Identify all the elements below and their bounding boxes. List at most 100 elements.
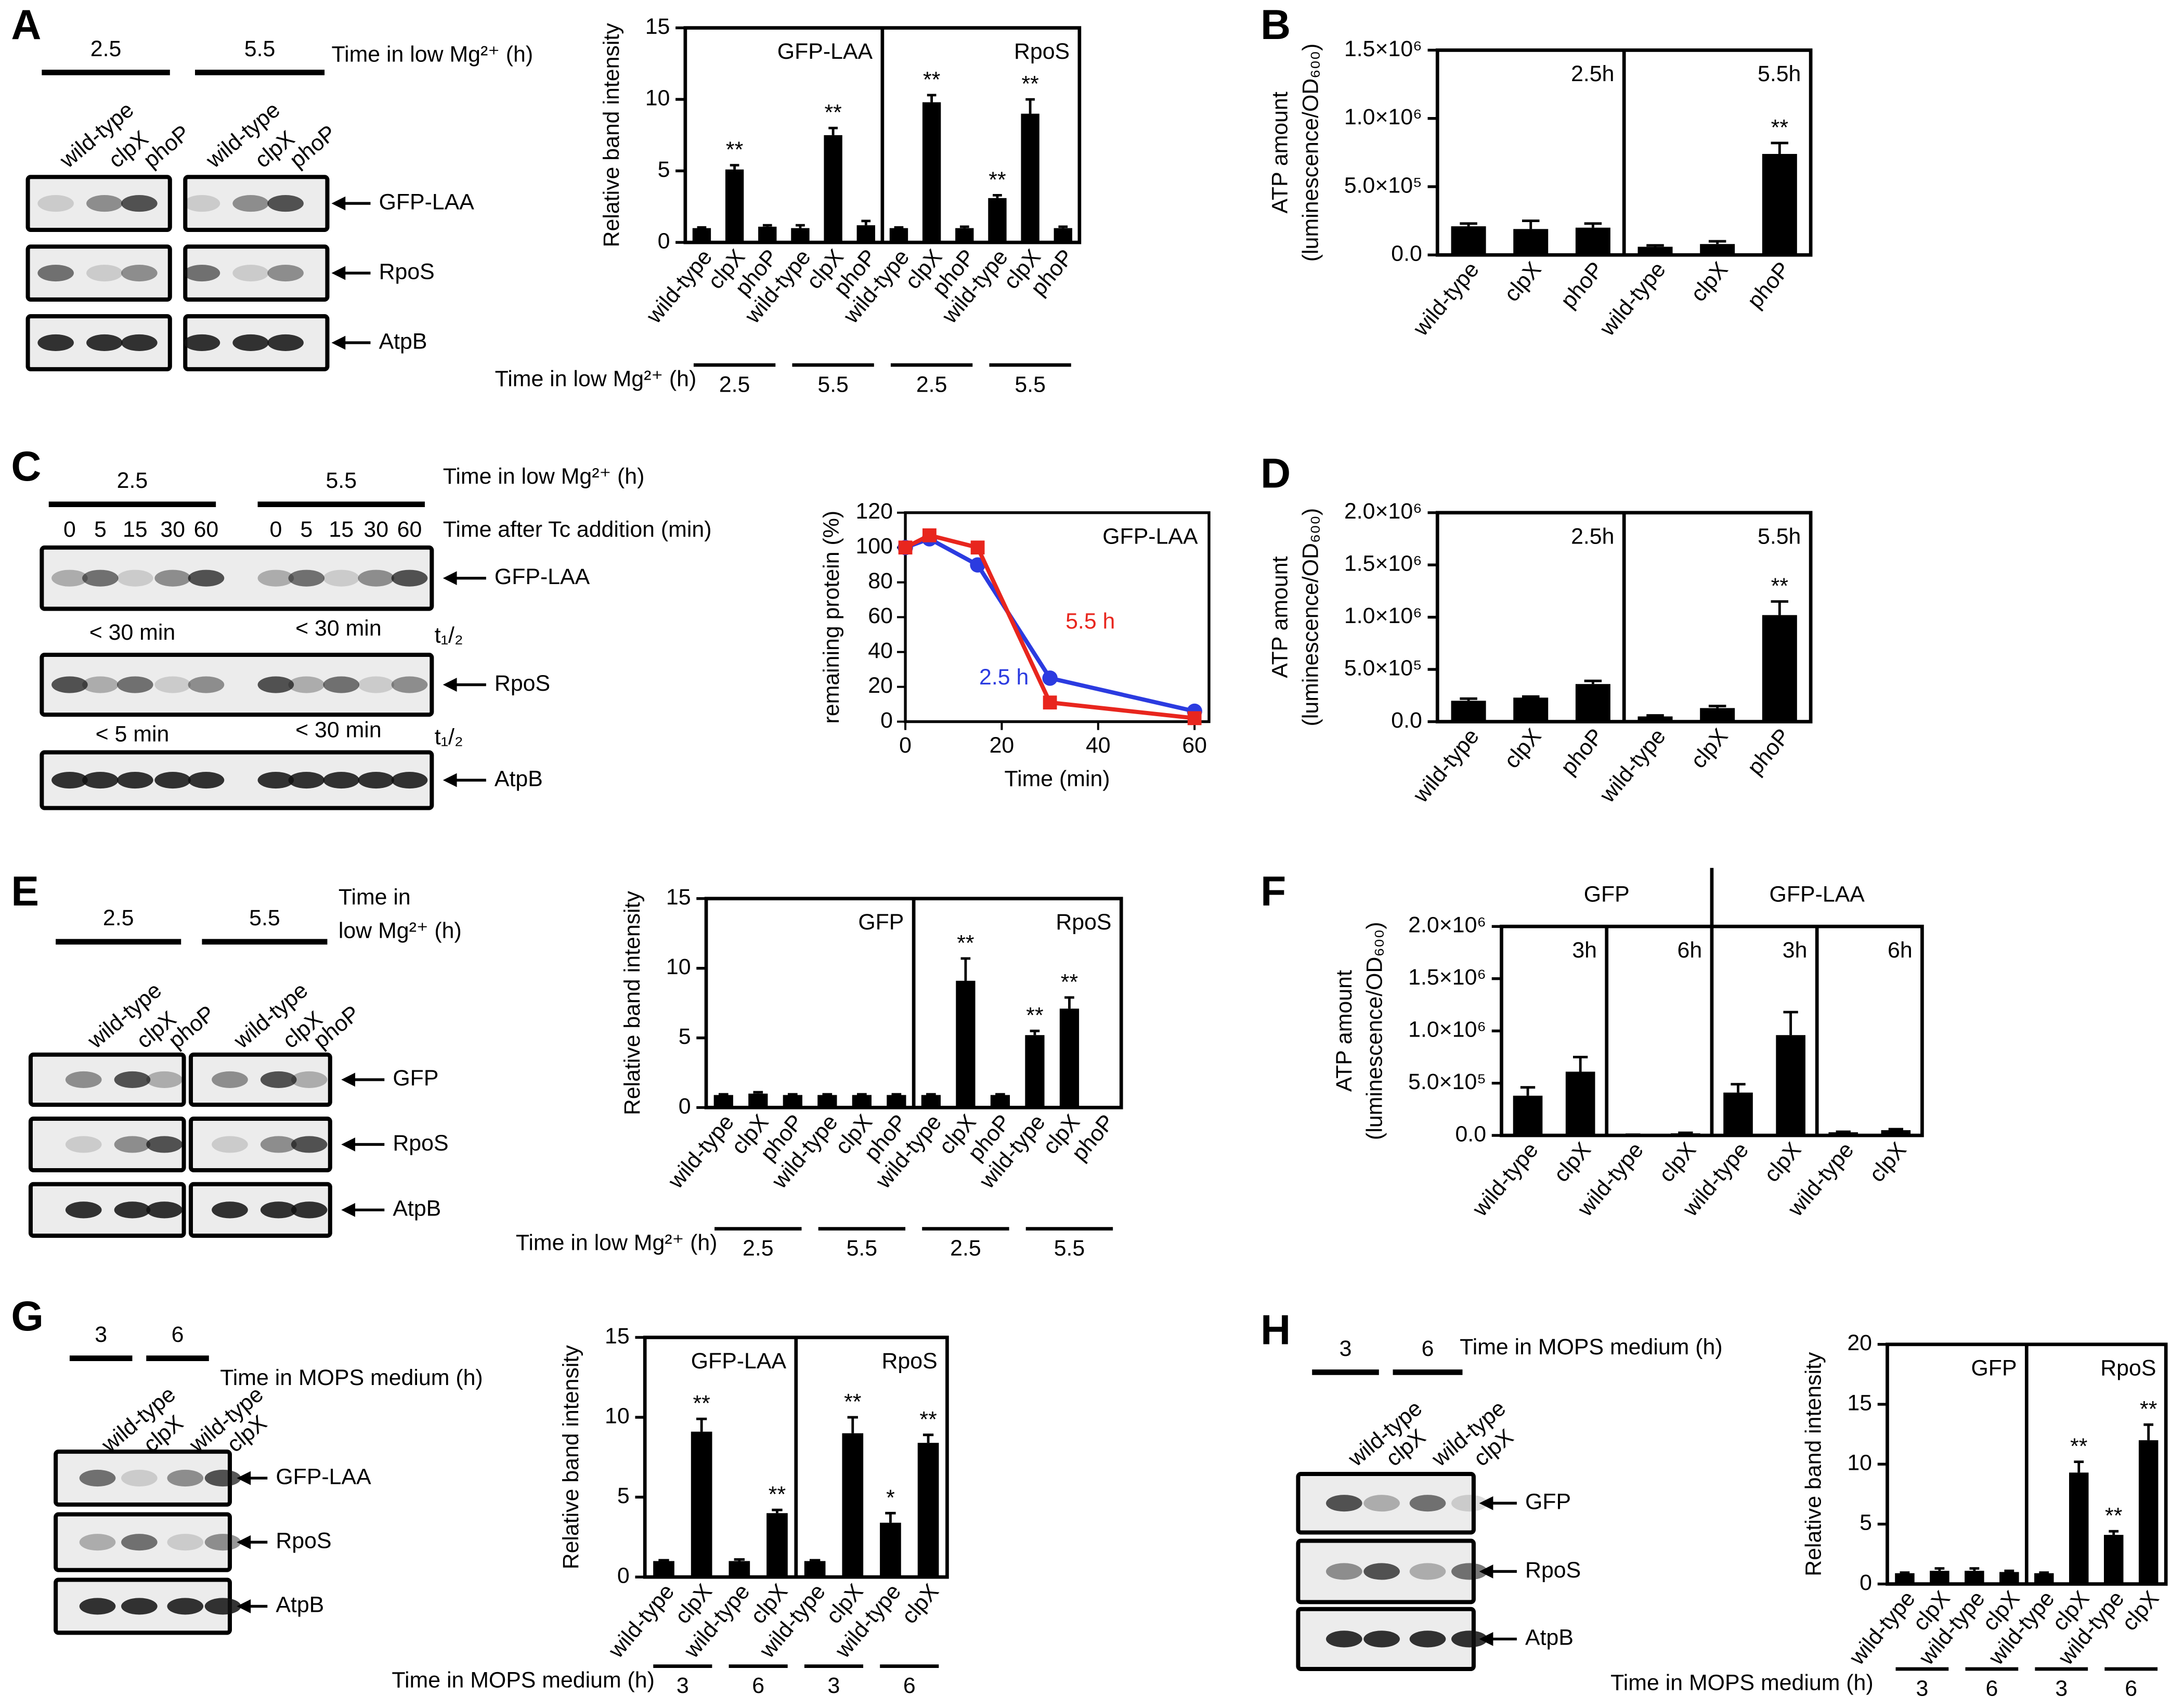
x-group-title: Time in low Mg²⁺ (h) <box>495 367 697 392</box>
bar <box>1762 153 1797 255</box>
blot-band <box>167 1469 204 1487</box>
bar <box>713 1095 733 1108</box>
blot-band <box>79 1534 116 1551</box>
time-title: Time in low Mg²⁺ (h) <box>443 464 645 489</box>
bar <box>766 1513 788 1577</box>
significance: ** <box>1061 969 1078 994</box>
x-tick-label: wild-type <box>1595 257 1671 341</box>
arrow-head <box>443 678 457 692</box>
significance: ** <box>693 1391 710 1416</box>
y-tick-label: 5.0×10⁵ <box>1344 173 1422 198</box>
blot-band <box>232 264 269 282</box>
x-group-label: 2.5 <box>950 1236 981 1261</box>
time-label: 5.5 <box>244 36 276 61</box>
panel-label: 6h <box>1678 938 1702 963</box>
error-bar <box>697 226 707 229</box>
y-tick-label: 120 <box>855 499 892 524</box>
y-tick-label: 20 <box>1847 1330 1872 1355</box>
error-bar <box>857 1093 867 1096</box>
y-tick-label: 15 <box>645 14 670 39</box>
blot-panel <box>40 750 434 810</box>
blot-band <box>267 195 304 212</box>
y-tick-label: 1.0×10⁶ <box>1408 1017 1486 1042</box>
band-label: GFP <box>393 1066 438 1091</box>
band-label: RpoS <box>379 259 435 284</box>
bar <box>2034 1573 2054 1584</box>
error-bar <box>822 1093 833 1096</box>
error-bar <box>658 1559 669 1562</box>
arrow-head <box>341 1072 356 1087</box>
x-group-label: 3 <box>677 1673 689 1698</box>
arrow-head <box>237 1535 251 1549</box>
x-tick-label: phoP <box>1743 257 1795 313</box>
x-group-label: 6 <box>903 1673 916 1698</box>
y-axis-label: (luminescence/OD₆₀₀) <box>1298 508 1323 727</box>
band-label: AtpB <box>276 1593 324 1618</box>
panel-letter: B <box>1260 2 1291 48</box>
significance: ** <box>1771 574 1788 599</box>
y-axis-label: Relative band intensity <box>1801 1352 1826 1576</box>
x-tick-label: clpX <box>1499 257 1546 306</box>
blot-band <box>114 1071 151 1088</box>
error-bar <box>788 1093 798 1096</box>
blot-panel <box>40 652 434 717</box>
panel-letter: C <box>11 443 41 490</box>
error-bar <box>2109 1530 2119 1535</box>
y-axis-label: ATP amount <box>1332 970 1357 1092</box>
arrow-head <box>1479 1564 1493 1578</box>
bar <box>1637 247 1673 255</box>
blot-band <box>267 334 304 352</box>
band-label: GFP <box>1525 1490 1571 1515</box>
error-bar <box>762 224 772 227</box>
minute-label: 0 <box>63 517 76 542</box>
x-group-label: 3 <box>1916 1676 1929 1701</box>
bar <box>1881 1130 1911 1136</box>
bar <box>1513 697 1549 722</box>
x-group-label: 2.5 <box>743 1236 774 1261</box>
bar <box>1700 708 1735 722</box>
blot-band <box>82 570 119 587</box>
x-group-title: Time in MOPS medium (h) <box>392 1667 655 1692</box>
blot-band <box>1363 1495 1400 1512</box>
significance: ** <box>919 1407 937 1432</box>
group-label: GFP <box>1584 882 1630 907</box>
x-tick-label: wild-type <box>663 1110 739 1194</box>
blot-band <box>154 771 191 789</box>
y-tick-label: 0 <box>658 228 670 253</box>
blot-band <box>204 1469 241 1487</box>
y-tick-label: 15 <box>666 885 691 910</box>
minute-label: 0 <box>269 517 282 542</box>
blot-band <box>1451 1495 1488 1512</box>
blot-band <box>1409 1563 1446 1580</box>
blot-band <box>288 570 325 587</box>
y-axis-label: (luminescence/OD₆₀₀) <box>1298 44 1323 262</box>
bar <box>880 1522 901 1577</box>
bar <box>1059 1008 1080 1108</box>
bar <box>783 1095 802 1108</box>
bar <box>1451 226 1486 255</box>
error-bar <box>1064 996 1074 1009</box>
y-tick-label: 1.0×10⁶ <box>1344 603 1422 628</box>
panel-label: 5.5h <box>1758 61 1801 86</box>
half-life: < 30 min <box>295 718 382 743</box>
x-group-title: Time in MOPS medium (h) <box>1610 1671 1873 1696</box>
y-tick-label: 5 <box>658 157 670 182</box>
x-tick-label: clpX <box>1759 1137 1806 1187</box>
group-label: GFP-LAA <box>1770 882 1865 907</box>
y-axis-label: Relative band intensity <box>558 1345 583 1570</box>
bar <box>1513 229 1549 255</box>
bar <box>1671 1133 1700 1136</box>
bar <box>852 1095 872 1108</box>
y-tick-label: 100 <box>855 534 892 559</box>
arrow-head <box>341 1137 356 1151</box>
x-group-label: 5.5 <box>1054 1236 1085 1261</box>
x-tick-label: clpX <box>1686 724 1733 773</box>
significance: ** <box>923 67 940 92</box>
significance: * <box>886 1485 895 1510</box>
blot-band <box>204 1534 241 1551</box>
bar <box>956 980 976 1108</box>
y-tick-label: 0.0 <box>1391 241 1422 266</box>
x-tick-label: clpX <box>1686 257 1733 306</box>
y-tick-label: 0 <box>617 1563 630 1588</box>
